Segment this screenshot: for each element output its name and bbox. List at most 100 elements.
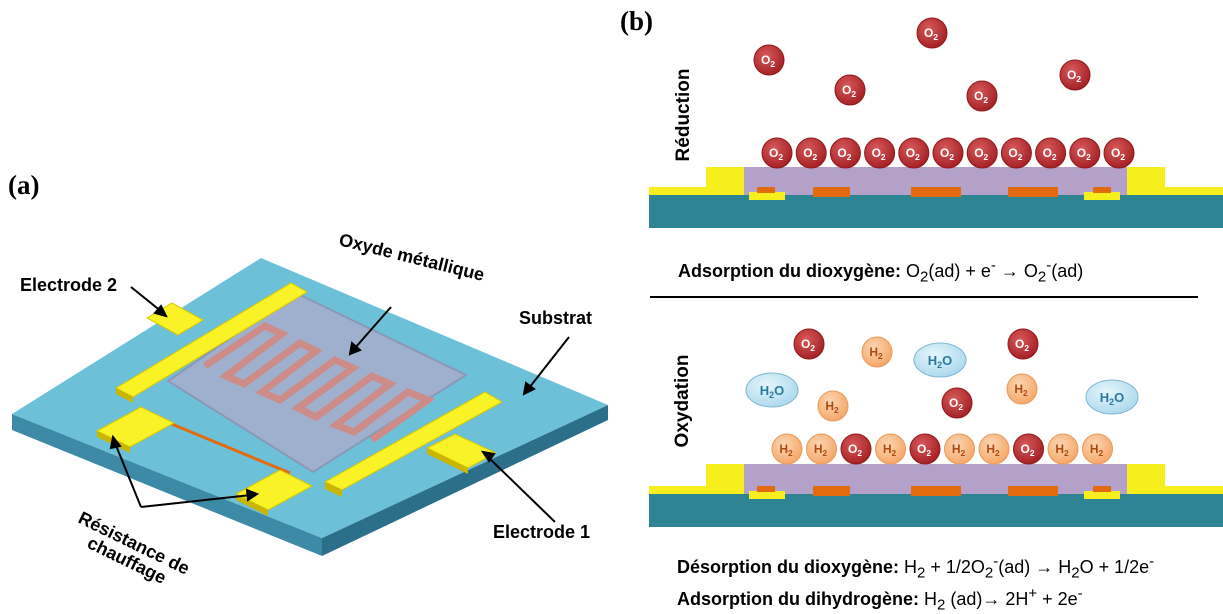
electrode-1-label: Electrode 1 bbox=[493, 522, 590, 542]
molecule-label: H2 bbox=[883, 442, 897, 458]
o2-circle bbox=[864, 137, 896, 169]
eq-bot-t3: + 2e bbox=[1037, 589, 1078, 609]
yellow-strip-left-top bbox=[649, 187, 749, 195]
panel-a-label: (a) bbox=[8, 170, 40, 200]
substrate-side bbox=[12, 414, 322, 556]
yellow-strip-right-top bbox=[1125, 187, 1223, 195]
molecule-label: O2 bbox=[906, 146, 920, 162]
molecule-label: O2 bbox=[801, 337, 815, 353]
eq-top-t2: (ad) + e bbox=[928, 261, 991, 281]
molecule-label: O2 bbox=[1111, 146, 1125, 162]
h2-molecule: H2 bbox=[806, 433, 837, 465]
equation-h2-adsorption: Adsorption du dihydrogène: H2 (ad)→ 2H + … bbox=[677, 585, 1083, 614]
eq-mid-t4: O + 1/2e bbox=[1079, 557, 1150, 577]
molecule-label: H2 bbox=[779, 442, 793, 458]
arrow-heater-right-head bbox=[245, 488, 260, 502]
heater-line bbox=[149, 413, 291, 475]
heater-top-2 bbox=[911, 187, 961, 197]
molecule-label: H2 bbox=[869, 345, 883, 361]
arrow-electrode-1-head bbox=[480, 450, 496, 463]
o2-circle bbox=[834, 74, 866, 106]
substrate-bottom-device bbox=[649, 494, 1223, 527]
o2-circle bbox=[1007, 328, 1039, 360]
heater-top-small-left bbox=[757, 187, 775, 193]
molecule-label: O2 bbox=[872, 146, 886, 162]
arrow-substrate-head bbox=[522, 381, 536, 396]
h2-molecule: H2 bbox=[978, 433, 1010, 465]
o2-circle bbox=[941, 387, 973, 419]
molecule-label: O2 bbox=[761, 53, 775, 69]
arrow-oxide bbox=[354, 306, 392, 349]
eq-top-s4: - bbox=[1046, 257, 1052, 274]
molecule-label: O2 bbox=[974, 89, 988, 105]
equation-o2-desorption: Désorption du dioxygène: H2 + 1/2O2-(ad)… bbox=[677, 553, 1154, 582]
molecule-label: O2 bbox=[1077, 146, 1091, 162]
o2-circle bbox=[1000, 137, 1032, 169]
o2-molecule: O2 bbox=[1069, 137, 1101, 169]
heater-top-pad-left bbox=[749, 192, 785, 200]
yellow-strip-right-bottom bbox=[1125, 486, 1223, 494]
molecule-label: H2O bbox=[1100, 390, 1125, 407]
h2-circle bbox=[806, 433, 837, 465]
molecule-label: O2 bbox=[848, 442, 862, 458]
device-top bbox=[649, 167, 1223, 228]
eq-top-s3: 2 bbox=[1037, 268, 1047, 286]
electrode-right-bottom bbox=[1127, 464, 1165, 494]
molecule-label: O2 bbox=[940, 146, 954, 162]
heater-bottom-pad-left bbox=[749, 491, 785, 499]
eq-mid-s5: - bbox=[1149, 553, 1155, 570]
arrow-electrode-2-head bbox=[153, 304, 168, 318]
substrate-side-right bbox=[322, 405, 608, 556]
electrode-2-label: Electrode 2 bbox=[20, 275, 117, 295]
o2-molecule: O2 bbox=[840, 433, 872, 465]
eq-bot-t1: H bbox=[918, 589, 937, 609]
h2-molecule: H2 bbox=[1047, 433, 1079, 465]
electrode-2-bar-side bbox=[116, 388, 133, 403]
h2-molecule: H2 bbox=[861, 336, 893, 368]
h2-circle bbox=[1082, 433, 1113, 465]
o2-circle bbox=[1069, 137, 1101, 169]
electrode-left-top bbox=[706, 167, 744, 195]
heater-bottom-2 bbox=[911, 486, 961, 496]
h2-molecule: H2 bbox=[944, 433, 975, 465]
o2-molecule: O2 bbox=[1035, 137, 1067, 169]
h2-circle bbox=[861, 336, 893, 368]
o2-circle bbox=[1103, 137, 1135, 169]
eq-top-s2: - bbox=[990, 257, 996, 274]
sensor-device-diagram: Electrode 2 Oxyde métallique Substrat El… bbox=[12, 229, 608, 588]
o2-circle bbox=[753, 44, 785, 76]
eq-top-s1: 2 bbox=[920, 268, 929, 286]
o2-molecule: O2 bbox=[966, 80, 998, 112]
callout-arrows bbox=[109, 286, 570, 523]
eq-top-t4: (ad) bbox=[1051, 261, 1084, 281]
molecule-label: H2 bbox=[952, 442, 966, 458]
o2-circle bbox=[966, 137, 998, 169]
h2-molecule: H2 bbox=[1006, 373, 1038, 405]
o2-circle bbox=[793, 328, 825, 360]
molecule-label: O2 bbox=[769, 146, 783, 162]
heater-bottom-pad-right bbox=[1084, 491, 1120, 499]
o2-circle bbox=[898, 137, 930, 169]
h2-molecule: H2 bbox=[817, 390, 849, 422]
heater-top-1 bbox=[813, 187, 850, 197]
o2-molecule: O2 bbox=[1013, 433, 1044, 465]
o2-molecule: O2 bbox=[834, 74, 866, 106]
electrode-1-bar-side bbox=[325, 482, 342, 497]
o2-molecule: O2 bbox=[1059, 59, 1091, 91]
h2-molecule: H2 bbox=[875, 433, 906, 465]
o2-circle bbox=[966, 80, 998, 112]
eq-bot-t2: (ad)→ 2H bbox=[945, 589, 1029, 609]
o2-molecule: O2 bbox=[941, 387, 973, 419]
molecule-label: O2 bbox=[1020, 442, 1034, 458]
electrode-left-bottom bbox=[706, 464, 744, 494]
eq-bot-s1: 2 bbox=[936, 596, 946, 614]
eq-bot-title: Adsorption du dihydrogène: bbox=[677, 589, 919, 609]
eq-mid-t2: + 1/2O bbox=[925, 557, 985, 577]
heater-bottom-small-right bbox=[1093, 486, 1111, 492]
heater-top-pad-right bbox=[1084, 192, 1120, 200]
o2-circle bbox=[909, 433, 941, 465]
molecule-label: O2 bbox=[1067, 68, 1081, 84]
molecule-label: H2O bbox=[760, 383, 785, 400]
molecule-label: O2 bbox=[917, 442, 931, 458]
